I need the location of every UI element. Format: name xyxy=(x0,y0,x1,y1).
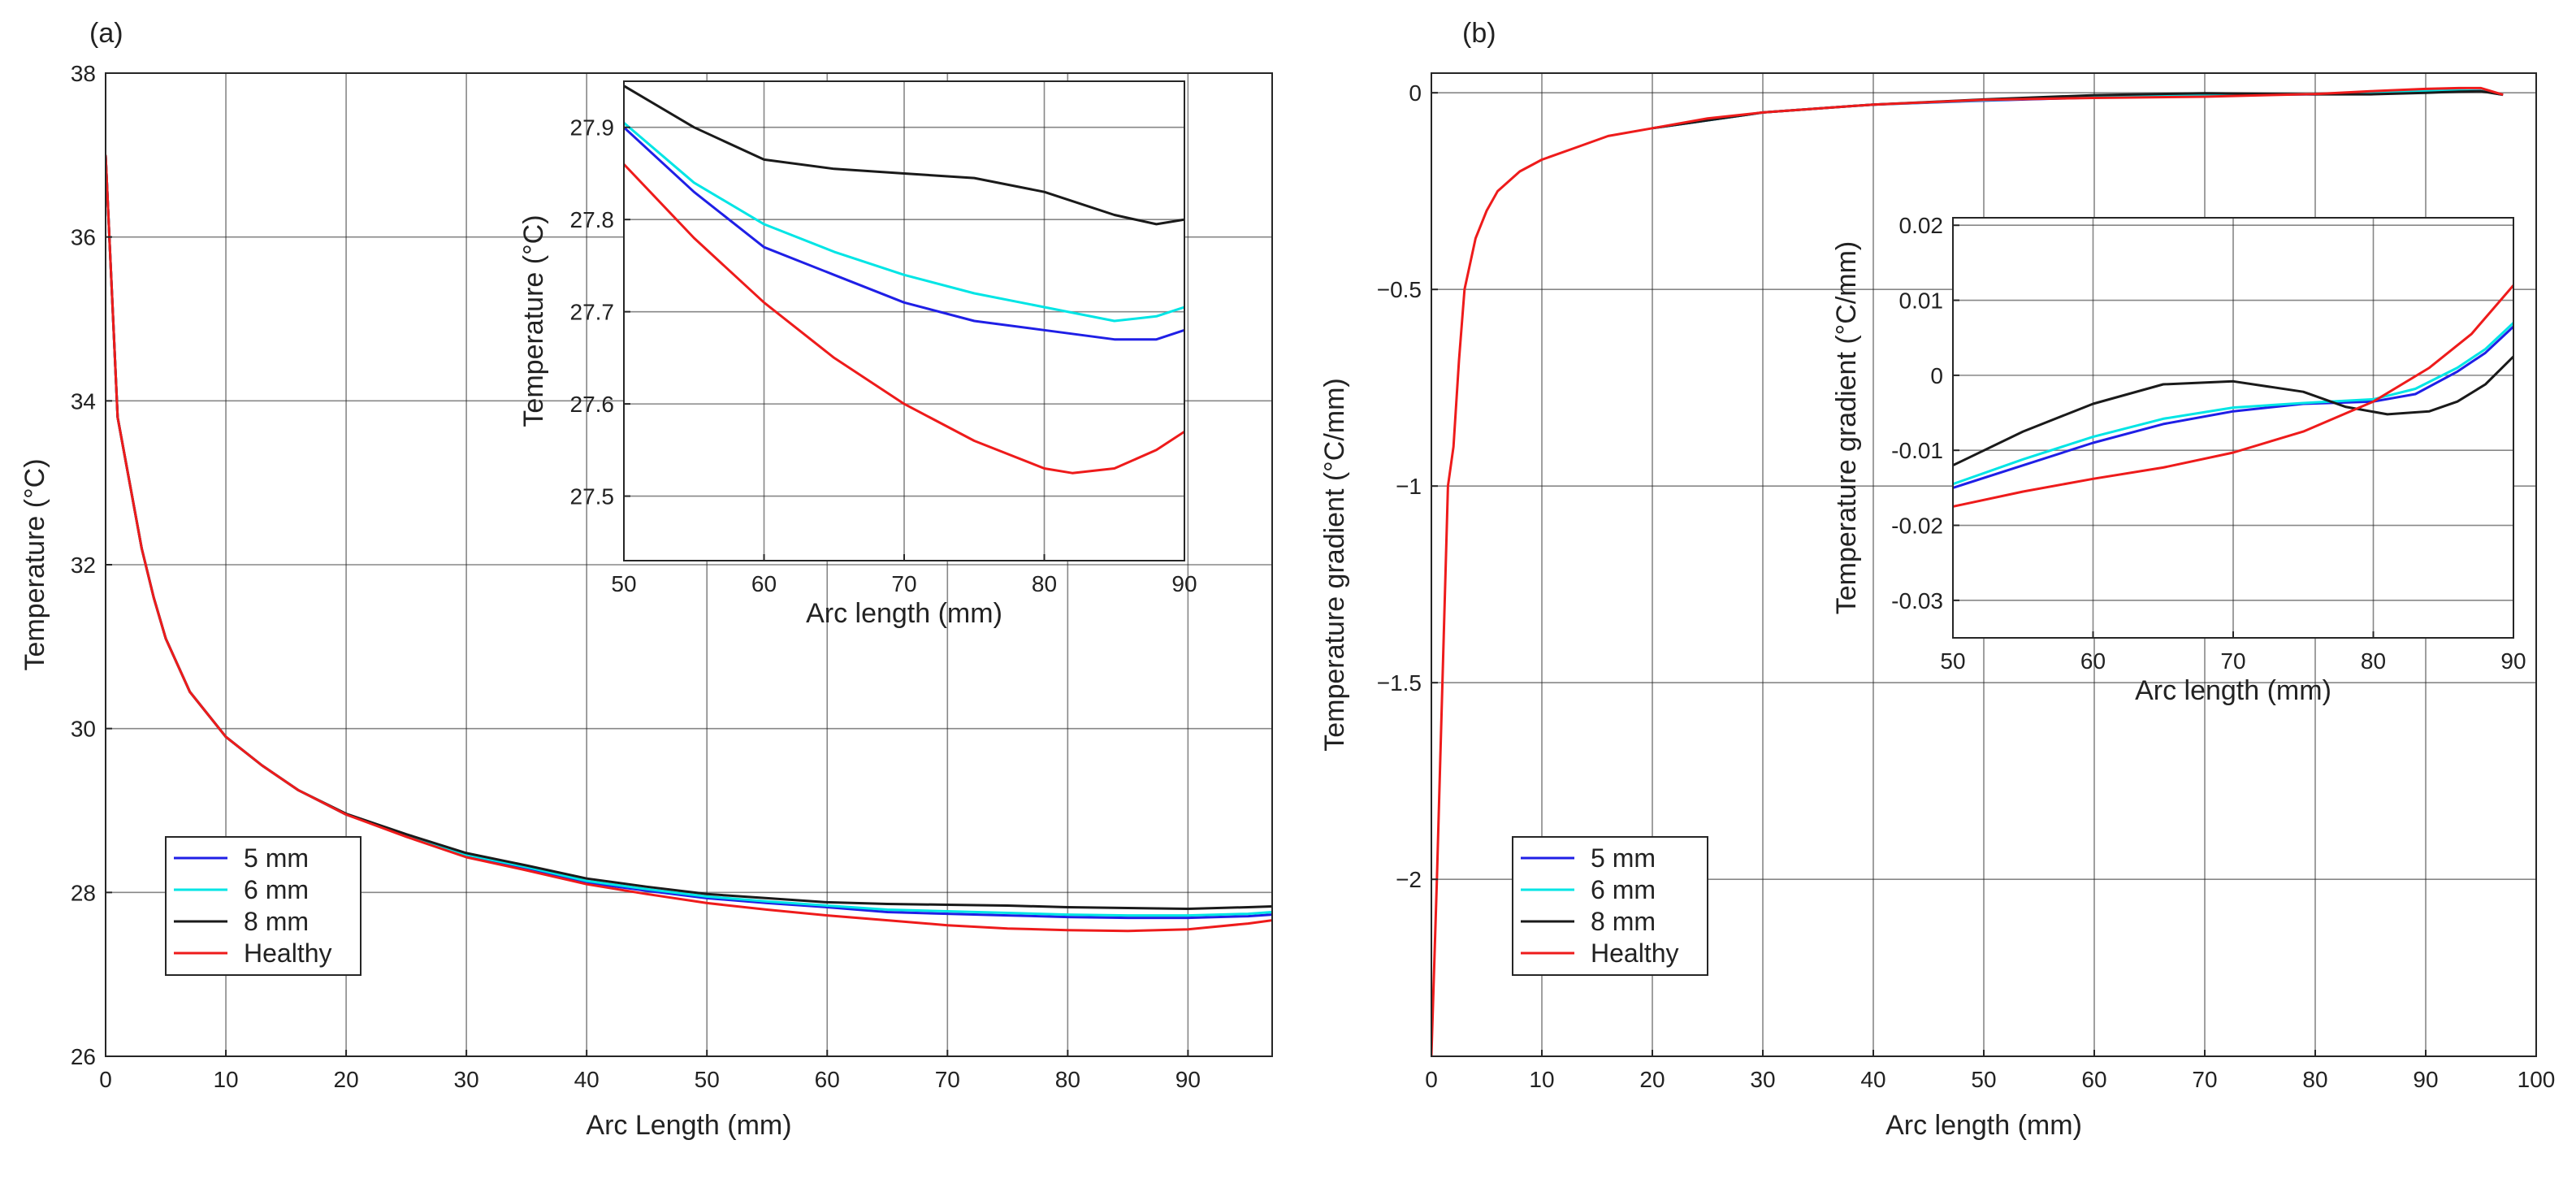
panel-b-inset-xtick-label: 70 xyxy=(2220,648,2245,674)
panel-a-axes-xtick-label: 50 xyxy=(695,1067,720,1092)
panel-b-inset-ytick-label: 0.01 xyxy=(1899,288,1944,314)
panel-a-inset-xtick-label: 80 xyxy=(1032,571,1057,596)
panel-b-axes-ytick-label: −1.5 xyxy=(1377,670,1422,696)
panel-a-inset-ytick-label: 27.5 xyxy=(570,484,615,509)
panel-b-axes-xtick-label: 80 xyxy=(2302,1067,2327,1092)
panel-b-inset-xlabel: Arc length (mm) xyxy=(2135,675,2331,706)
panel-a-axes-ytick-label: 34 xyxy=(71,388,96,414)
panel-b-axes-series-line-healthy xyxy=(1431,86,2504,1056)
panel-b-axes-xtick-label: 30 xyxy=(1750,1067,1775,1092)
panel-a-inset-xtick-label: 70 xyxy=(891,571,916,596)
panel-b-inset-ytick-label: 0.02 xyxy=(1899,213,1944,238)
panel-b-axes-xtick-label: 50 xyxy=(1971,1067,1996,1092)
panel-b-legend-label-healthy: Healthy xyxy=(1591,938,1679,968)
panel-a-axes-ytick-label: 30 xyxy=(71,717,96,742)
panel-a-axes-xtick-label: 20 xyxy=(334,1067,359,1092)
panel-a-axes-xtick-label: 0 xyxy=(99,1067,112,1092)
panel-b-axes-ytick-label: 0 xyxy=(1409,80,1422,106)
panel-b-inset-xtick-label: 50 xyxy=(1940,648,1965,674)
panel-b-axes-ytick-label: −2 xyxy=(1396,867,1422,892)
panel-b-axes-xtick-label: 90 xyxy=(2413,1067,2438,1092)
panel-b-legend-label-8-mm: 8 mm xyxy=(1591,907,1656,936)
panel-b-inset-xtick-label: 80 xyxy=(2361,648,2386,674)
panel-b-inset-xtick-label: 60 xyxy=(2080,648,2106,674)
panel-a-inset-ytick-label: 27.6 xyxy=(570,392,615,417)
panel-a-inset-xtick-label: 90 xyxy=(1171,571,1197,596)
panel-a-axes-ytick-label: 28 xyxy=(71,880,96,905)
panel-b-inset: 50 60 70 80 90 -0.03 -0.02 -0.01 0 0.01 0.02 Arc le… xyxy=(1831,213,2526,706)
panel-a-axes-xtick-label: 30 xyxy=(454,1067,479,1092)
panel-a-label: (a) xyxy=(89,18,123,49)
panel-a-inset-xlabel: Arc length (mm) xyxy=(806,598,1002,629)
panel-a-axes-ylabel: Temperature (°C) xyxy=(19,458,50,670)
panel-a-inset-series-line-8-mm xyxy=(624,85,1184,226)
panel-b-inset-ytick-label: -0.02 xyxy=(1891,514,1943,539)
panel-a-inset-series-line-5-mm xyxy=(624,126,1184,341)
panel-a-axes-xtick-label: 10 xyxy=(213,1067,238,1092)
panel-b-axes-ytick-label: −1 xyxy=(1396,474,1422,499)
panel-b-axes-xtick-label: 10 xyxy=(1529,1067,1554,1092)
panel-a-legend-label-6-mm: 6 mm xyxy=(244,875,309,904)
panel-a-axes-xtick-label: 40 xyxy=(574,1067,600,1092)
panel-a-inset-ytick-label: 27.9 xyxy=(570,115,615,141)
panel-b-legend-label-5-mm: 5 mm xyxy=(1591,843,1656,873)
panel-a-axes-xtick-label: 80 xyxy=(1055,1067,1080,1092)
panel-b-inset-ytick-label: 0 xyxy=(1930,363,1943,388)
panel-a-inset: 50 60 70 80 90 27.5 27.6 27.7 27.8 27.9 Arc length… xyxy=(518,80,1197,629)
panel-b-axes-ytick-label: −0.5 xyxy=(1377,277,1422,302)
panel-b-inset-xtick-label: 90 xyxy=(2500,648,2526,674)
panel-a-axes-ytick-label: 36 xyxy=(71,225,96,250)
panel-a-axes-xlabel: Arc Length (mm) xyxy=(586,1110,791,1141)
panel-a-inset-ytick-label: 27.8 xyxy=(570,207,615,232)
panel-a-inset-series-line-6-mm xyxy=(624,121,1184,323)
panel-b-inset-series-line-8-mm xyxy=(1953,355,2513,467)
panel-a-axes-ytick-label: 32 xyxy=(71,553,96,578)
panel-b-inset-series-line-healthy xyxy=(1953,284,2513,508)
panel-b-axes-xtick-label: 70 xyxy=(2192,1067,2217,1092)
panel-b-legend-label-6-mm: 6 mm xyxy=(1591,875,1656,904)
panel-a-axes-ytick-label: 26 xyxy=(71,1044,96,1069)
panel-a-inset-ytick-label: 27.7 xyxy=(570,300,615,325)
panel-a-legend-label-5-mm: 5 mm xyxy=(244,843,309,873)
panel-a-axes-series-line-healthy xyxy=(106,154,1272,933)
panel-b-inset-series-line-6-mm xyxy=(1953,322,2513,486)
panel-b-axes-xtick-label: 40 xyxy=(1860,1067,1885,1092)
panel-b-axes-xtick-label: 0 xyxy=(1425,1067,1438,1092)
panel-b-inset-ylabel: Temperature gradient (°C/mm) xyxy=(1831,241,1862,615)
panel-b-axes-xlabel: Arc length (mm) xyxy=(1885,1110,2082,1141)
panel-a-inset-xtick-label: 50 xyxy=(611,571,636,596)
panel-b-axes-xtick-label: 20 xyxy=(1639,1067,1665,1092)
panel-b-label: (b) xyxy=(1462,18,1496,49)
panel-a-axes-xtick-label: 90 xyxy=(1175,1067,1201,1092)
panel-a-inset-ylabel: Temperature (°C) xyxy=(518,215,549,427)
panel-b-inset-ytick-label: -0.03 xyxy=(1891,588,1943,613)
panel-a-inset-xtick-label: 60 xyxy=(751,571,777,596)
panel-b-axes-xtick-label: 100 xyxy=(2518,1067,2556,1092)
panel-a-axes-xtick-label: 70 xyxy=(935,1067,960,1092)
panel-a-axes-ytick-label: 38 xyxy=(71,61,96,86)
panel-a-inset-series-line-healthy xyxy=(624,163,1184,475)
panel-b-axes-xtick-label: 60 xyxy=(2081,1067,2106,1092)
panel-a-legend-label-8-mm: 8 mm xyxy=(244,907,309,936)
panel-a-legend-label-healthy: Healthy xyxy=(244,938,332,968)
panel-a-axes-xtick-label: 60 xyxy=(815,1067,840,1092)
panel-b-axes-ylabel: Temperature gradient (°C/mm) xyxy=(1319,378,1350,752)
panel-b-inset-ytick-label: -0.01 xyxy=(1891,438,1943,463)
